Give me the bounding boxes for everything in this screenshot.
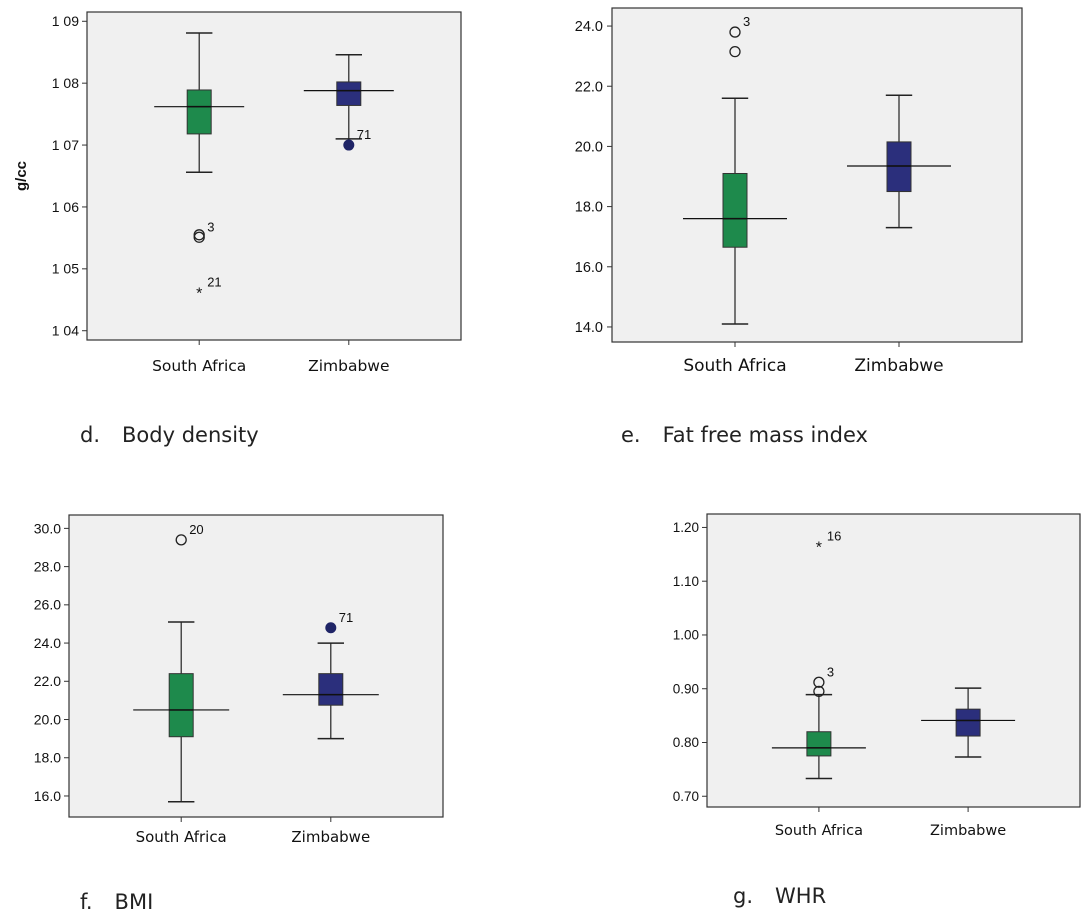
caption-letter: g. <box>733 884 754 908</box>
outlier-label: 3 <box>743 14 750 29</box>
caption-letter: d. <box>80 423 101 447</box>
y-tick-label: 0.90 <box>673 681 699 696</box>
y-tick-label: 16.0 <box>34 788 61 804</box>
caption-letter: e. <box>621 423 641 447</box>
outlier-circle <box>729 26 741 38</box>
box-iqr <box>168 673 194 738</box>
plot-area <box>611 7 1023 343</box>
x-tick-label: South Africa <box>775 823 863 839</box>
y-tick-label: 24.0 <box>34 635 61 651</box>
outlier-star: * <box>816 539 822 556</box>
y-tick-label: 1 05 <box>52 261 79 277</box>
y-tick-label: 1 08 <box>52 75 79 91</box>
y-tick-label: 22.0 <box>575 79 603 95</box>
y-tick-label: 1 06 <box>52 199 79 215</box>
box-iqr <box>886 141 912 193</box>
outlier-circle <box>193 229 205 241</box>
y-tick-label: 1 04 <box>52 323 79 339</box>
y-tick-label: 1.20 <box>673 520 699 535</box>
x-tick-label: South Africa <box>136 828 227 846</box>
x-tick-label: Zimbabwe <box>308 357 389 375</box>
plot-area <box>86 11 462 341</box>
box-iqr <box>318 673 344 706</box>
fat-free-mass-index-chart: 14.0 16.0 18.0 20.0 22.0 24.0 South Africa Zimb… <box>575 7 1023 376</box>
x-tick-label: Zimbabwe <box>854 356 943 376</box>
caption-fat-free-mass-index: e. Fat free mass index <box>621 423 868 447</box>
outlier-label: 3 <box>827 664 834 679</box>
y-tick-label: 20.0 <box>34 711 61 727</box>
y-tick-label: 1.00 <box>673 628 699 643</box>
y-tick-label: 1 07 <box>52 137 79 153</box>
caption-text: Body density <box>122 423 259 447</box>
y-tick-label: 20.0 <box>575 139 603 155</box>
outlier-circle <box>175 534 187 546</box>
outlier-dot <box>343 139 355 151</box>
plot-area <box>68 514 444 818</box>
outlier-label: 16 <box>827 528 841 543</box>
y-tick-label: 1.10 <box>673 574 699 589</box>
box-iqr <box>806 731 832 757</box>
caption-whr: g. WHR <box>733 884 826 908</box>
outlier-dot <box>325 622 337 634</box>
outlier-label: 71 <box>339 610 353 625</box>
x-tick-label: Zimbabwe <box>930 823 1006 839</box>
y-axis-label: g/cc <box>13 161 30 191</box>
y-tick-label: 22.0 <box>34 673 61 689</box>
bmi-chart: 16.0 18.0 20.0 22.0 24.0 26.0 28.0 30.0 South Af… <box>34 514 444 846</box>
y-tick-label: 24.0 <box>575 19 603 35</box>
y-tick-label: 0.80 <box>673 735 699 750</box>
outlier-circle <box>813 685 825 698</box>
outlier-label: 3 <box>207 219 214 234</box>
outlier-star: * <box>196 285 202 302</box>
box-iqr <box>955 708 981 737</box>
x-tick-label: Zimbabwe <box>291 828 370 846</box>
y-tick-label: 28.0 <box>34 559 61 575</box>
outlier-circle <box>813 676 825 688</box>
outlier-label: 71 <box>357 127 371 142</box>
whr-chart: 0.70 0.80 0.90 1.00 1.10 1.20 South Africa Zimb… <box>673 513 1081 839</box>
y-tick-label: 18.0 <box>34 750 61 766</box>
caption-letter: f. <box>80 890 93 914</box>
outlier-label: 20 <box>189 522 203 537</box>
y-tick-label: 16.0 <box>575 260 603 276</box>
caption-body-density: d. Body density <box>80 423 259 447</box>
y-tick-label: 1 09 <box>52 13 79 29</box>
box-iqr <box>186 89 212 135</box>
body-density-chart: 1 04 1 05 1 06 1 07 1 08 1 09 g/cc South Africa… <box>13 11 462 375</box>
box-iqr <box>336 81 362 106</box>
caption-text: Fat free mass index <box>662 423 868 447</box>
caption-text: WHR <box>775 884 827 908</box>
caption-text: BMI <box>114 890 154 914</box>
y-tick-label: 14.0 <box>575 320 603 336</box>
box-iqr <box>722 172 748 248</box>
x-tick-label: South Africa <box>683 356 786 376</box>
y-tick-label: 26.0 <box>34 597 61 613</box>
x-tick-label: South Africa <box>152 357 246 375</box>
outlier-label: 21 <box>207 274 221 289</box>
y-tick-label: 0.70 <box>673 789 699 804</box>
caption-bmi: f. BMI <box>80 890 153 914</box>
y-tick-label: 30.0 <box>34 520 61 536</box>
y-tick-label: 18.0 <box>575 200 603 216</box>
outlier-circle <box>729 45 741 58</box>
plot-area <box>706 513 1081 808</box>
